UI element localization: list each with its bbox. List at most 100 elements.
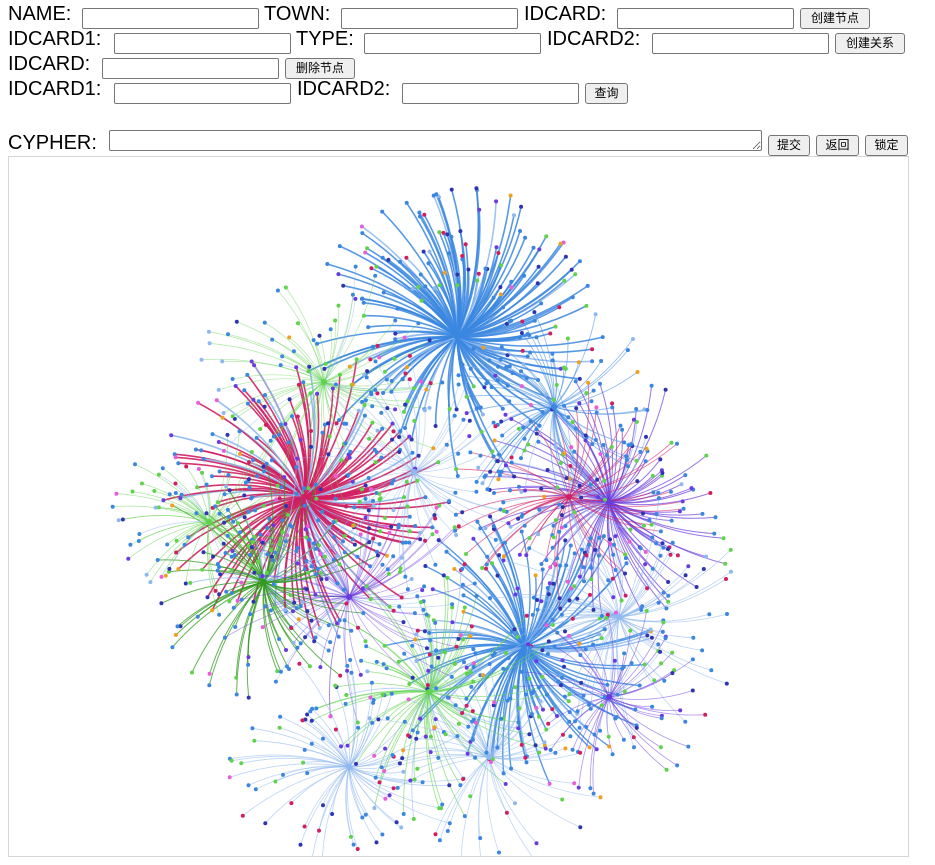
graph-node[interactable] xyxy=(492,700,497,705)
graph-node[interactable] xyxy=(567,692,572,697)
graph-node[interactable] xyxy=(591,642,595,647)
graph-node[interactable] xyxy=(167,492,172,497)
graph-node[interactable] xyxy=(322,366,327,371)
graph-node[interactable] xyxy=(428,638,433,643)
graph-node[interactable] xyxy=(369,487,374,492)
graph-node[interactable] xyxy=(565,336,570,341)
graph-node[interactable] xyxy=(541,707,545,712)
graph-node[interactable] xyxy=(178,624,183,629)
graph-node[interactable] xyxy=(648,627,653,632)
graph-node[interactable] xyxy=(471,647,476,652)
graph-node[interactable] xyxy=(484,381,489,386)
graph-node[interactable] xyxy=(233,625,238,629)
graph-node[interactable] xyxy=(291,349,296,354)
graph-node[interactable] xyxy=(294,365,299,370)
graph-node[interactable] xyxy=(195,614,200,619)
graph-node[interactable] xyxy=(407,514,412,519)
graph-node[interactable] xyxy=(610,576,615,581)
graph-node[interactable] xyxy=(605,612,610,617)
graph-node[interactable] xyxy=(417,210,422,215)
graph-node[interactable] xyxy=(458,633,463,638)
graph-node[interactable] xyxy=(137,532,142,536)
graph-node[interactable] xyxy=(496,364,501,369)
graph-node[interactable] xyxy=(270,337,275,342)
graph-node[interactable] xyxy=(471,661,476,666)
graph-node[interactable] xyxy=(625,348,630,353)
graph-node[interactable] xyxy=(415,594,420,599)
graph-node[interactable] xyxy=(539,599,544,604)
graph-node[interactable] xyxy=(401,748,406,753)
graph-node[interactable] xyxy=(584,725,589,729)
graph-node[interactable] xyxy=(593,438,598,442)
graph-node[interactable] xyxy=(504,321,509,326)
graph-node[interactable] xyxy=(249,496,254,501)
graph-node[interactable] xyxy=(353,296,358,301)
graph-node[interactable] xyxy=(531,245,536,250)
graph-node[interactable] xyxy=(532,318,537,323)
graph-node[interactable] xyxy=(400,555,404,560)
graph-node[interactable] xyxy=(598,452,603,456)
graph-node[interactable] xyxy=(562,278,567,283)
graph-node[interactable] xyxy=(559,612,564,617)
graph-node[interactable] xyxy=(519,331,524,335)
name-input[interactable] xyxy=(82,8,259,29)
graph-node[interactable] xyxy=(425,683,430,688)
graph-node[interactable] xyxy=(343,441,348,446)
graph-node[interactable] xyxy=(519,489,524,494)
graph-node[interactable] xyxy=(128,542,133,547)
graph-node[interactable] xyxy=(428,381,433,386)
graph-node[interactable] xyxy=(500,433,505,438)
graph-node[interactable] xyxy=(723,561,728,566)
graph-node[interactable] xyxy=(624,457,629,462)
graph-node[interactable] xyxy=(314,572,319,577)
graph-node[interactable] xyxy=(596,553,601,558)
graph-node[interactable] xyxy=(223,551,228,555)
graph-node[interactable] xyxy=(364,644,369,649)
graph-node[interactable] xyxy=(217,592,222,597)
graph-node[interactable] xyxy=(253,508,258,513)
graph-node[interactable] xyxy=(590,359,595,364)
graph-node[interactable] xyxy=(412,777,417,782)
graph-node[interactable] xyxy=(573,719,578,724)
graph-node[interactable] xyxy=(371,536,376,541)
graph-node[interactable] xyxy=(520,348,525,353)
graph-node[interactable] xyxy=(371,498,375,503)
graph-node[interactable] xyxy=(613,568,618,572)
graph-node[interactable] xyxy=(345,663,350,668)
graph-node[interactable] xyxy=(379,765,384,770)
graph-node[interactable] xyxy=(598,728,602,733)
graph-node[interactable] xyxy=(640,604,645,609)
graph-node[interactable] xyxy=(175,624,180,629)
graph-node[interactable] xyxy=(373,460,378,465)
graph-node[interactable] xyxy=(173,455,178,460)
graph-node[interactable] xyxy=(220,359,225,364)
graph-node[interactable] xyxy=(284,648,288,652)
graph-node[interactable] xyxy=(110,504,115,509)
graph-node[interactable] xyxy=(318,665,323,670)
graph-node[interactable] xyxy=(229,554,234,559)
graph-node[interactable] xyxy=(661,590,666,595)
graph-node[interactable] xyxy=(725,612,729,616)
graph-node[interactable] xyxy=(669,518,674,523)
back-button[interactable]: 返回 xyxy=(816,135,859,156)
graph-node[interactable] xyxy=(631,417,636,422)
graph-node[interactable] xyxy=(461,417,466,422)
graph-node[interactable] xyxy=(285,533,290,538)
graph-node[interactable] xyxy=(370,720,375,725)
graph-node[interactable] xyxy=(398,259,402,264)
graph-node[interactable] xyxy=(245,401,250,406)
graph-node[interactable] xyxy=(391,786,396,791)
graph-node[interactable] xyxy=(437,230,442,235)
graph-node[interactable] xyxy=(406,733,411,738)
graph-node[interactable] xyxy=(544,234,549,239)
graph-node[interactable] xyxy=(594,405,599,410)
graph-node[interactable] xyxy=(683,573,688,578)
graph-node[interactable] xyxy=(600,614,604,618)
graph-node[interactable] xyxy=(376,717,381,722)
graph-node[interactable] xyxy=(587,745,592,750)
graph-node[interactable] xyxy=(497,452,502,457)
graph-node[interactable] xyxy=(407,434,412,439)
graph-node[interactable] xyxy=(368,564,373,569)
graph-node[interactable] xyxy=(401,620,406,625)
graph-node[interactable] xyxy=(165,542,170,547)
